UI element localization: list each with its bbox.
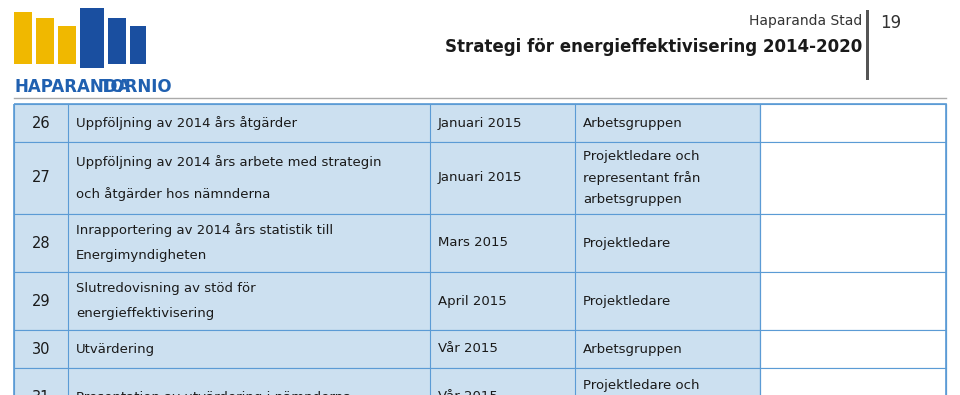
Text: Arbetsgruppen: Arbetsgruppen [583,342,683,356]
Text: 31: 31 [32,389,50,395]
Bar [760,214,946,272]
Bar [14,272,760,330]
Bar [14,12,32,64]
Bar [760,104,946,142]
Bar [14,368,760,395]
Text: Presentation av utvärdering i nämnderna: Presentation av utvärdering i nämnderna [76,391,351,395]
Text: 19: 19 [880,14,901,32]
Text: representant från: representant från [583,171,701,185]
Text: Energimyndigheten: Energimyndigheten [76,249,207,262]
Bar [108,18,126,64]
Text: 26: 26 [32,115,50,130]
Text: Mars 2015: Mars 2015 [438,237,508,250]
Text: Projektledare: Projektledare [583,295,671,307]
Text: Haparanda Stad: Haparanda Stad [749,14,862,28]
Bar [14,330,760,368]
Text: Slutredovisning av stöd för: Slutredovisning av stöd för [76,282,255,295]
Text: Vår 2015: Vår 2015 [438,391,498,395]
Text: 30: 30 [32,342,50,357]
Text: Projektledare och: Projektledare och [583,379,700,392]
Bar [760,330,946,368]
Text: April 2015: April 2015 [438,295,507,307]
Text: HAPARANDA: HAPARANDA [14,78,131,96]
Text: och åtgärder hos nämnderna: och åtgärder hos nämnderna [76,187,271,201]
Bar [80,8,104,68]
Text: Projektledare: Projektledare [583,237,671,250]
Text: Strategi för energieffektivisering 2014-2020: Strategi för energieffektivisering 2014-… [444,38,862,56]
Text: Januari 2015: Januari 2015 [438,171,522,184]
Text: arbetsgruppen: arbetsgruppen [583,193,682,206]
Text: Uppföljning av 2014 års arbete med strategin: Uppföljning av 2014 års arbete med strat… [76,155,381,169]
Text: TORNIO: TORNIO [100,78,173,96]
Bar [14,104,946,395]
Text: 28: 28 [32,235,50,250]
Bar [760,142,946,214]
Bar [760,368,946,395]
Text: Vår 2015: Vår 2015 [438,342,498,356]
Bar [36,18,54,64]
Text: Inrapportering av 2014 års statistik till: Inrapportering av 2014 års statistik til… [76,223,333,237]
Text: Uppföljning av 2014 års åtgärder: Uppföljning av 2014 års åtgärder [76,116,297,130]
Bar [14,142,760,214]
Bar [14,214,760,272]
Text: Januari 2015: Januari 2015 [438,117,522,130]
Text: 27: 27 [32,171,50,186]
Text: Arbetsgruppen: Arbetsgruppen [583,117,683,130]
Bar [866,10,869,80]
Bar [58,26,76,64]
Text: Utvärdering: Utvärdering [76,342,156,356]
Bar [760,272,946,330]
Text: energieffektivisering: energieffektivisering [76,307,214,320]
Text: Projektledare och: Projektledare och [583,150,700,163]
Bar [130,26,146,64]
Bar [14,104,760,142]
Text: 29: 29 [32,293,50,308]
